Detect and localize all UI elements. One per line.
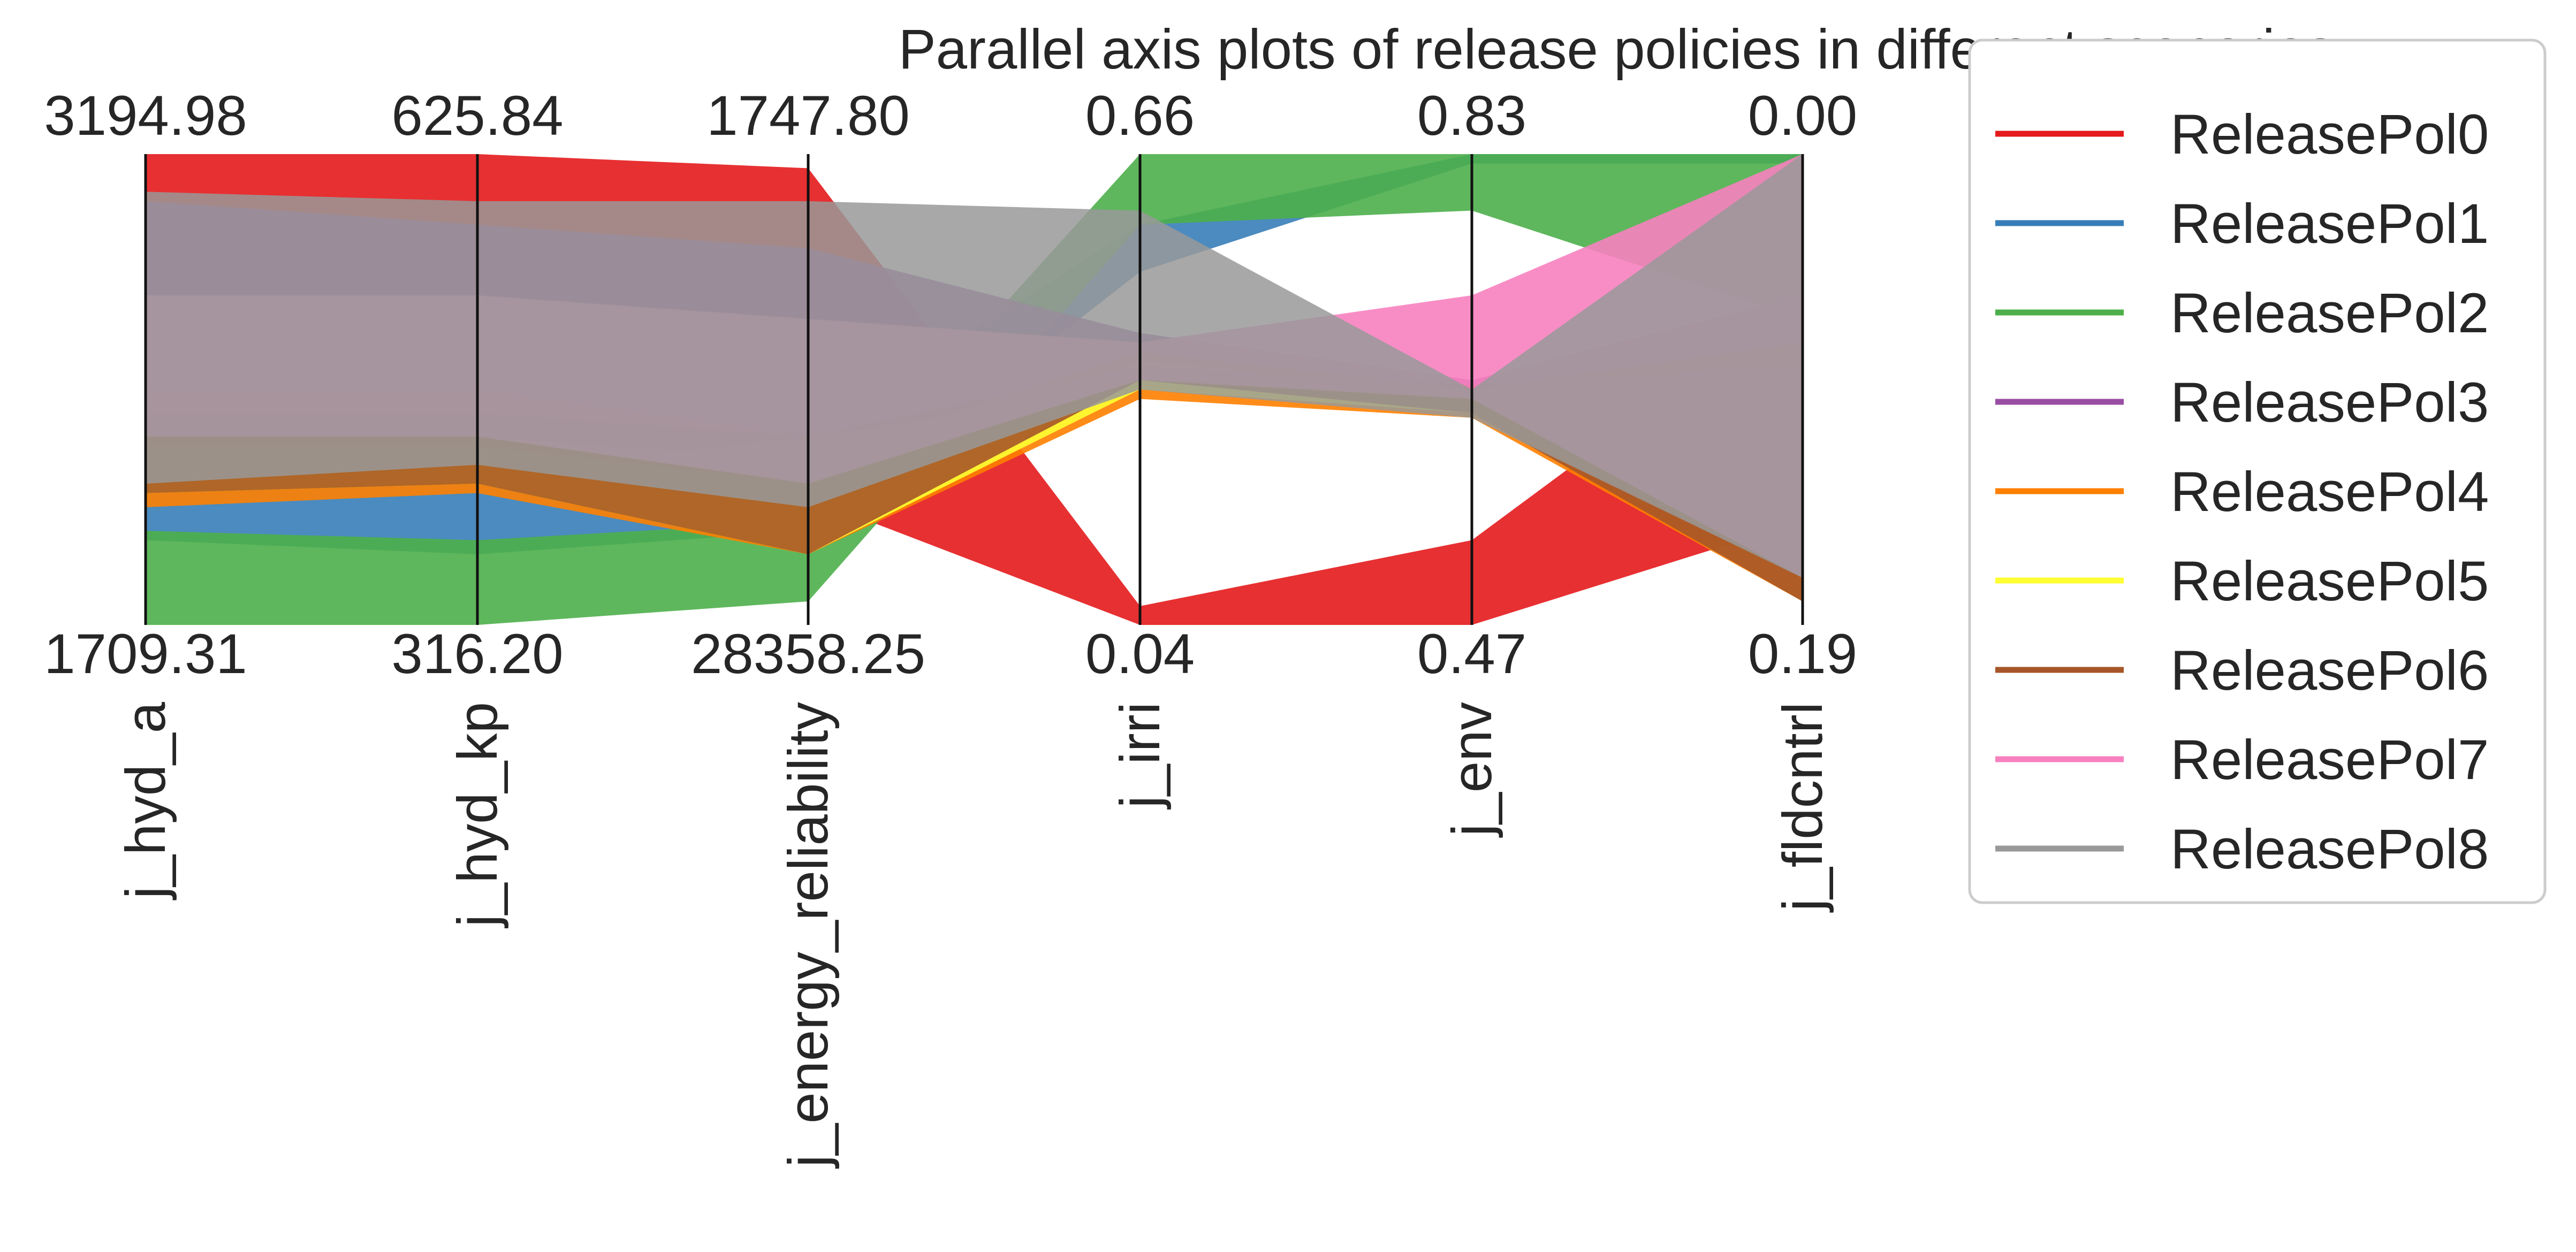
axis-bottom-label: 0.19 [1748,623,1857,685]
axis-labels: 3194.98 1709.31 j_hyd_a 625.84 316.20 j_hyd_k… [44,85,1857,1169]
axis-top-label: 0.00 [1748,85,1857,147]
axis-top-label: 3194.98 [44,85,247,147]
legend: ReleasePol0 ReleasePol1 ReleasePol2 Release… [1968,39,2547,904]
series-bands [146,154,1803,625]
legend-label: ReleasePol4 [2170,461,2489,523]
axis-top-label: 0.83 [1417,85,1526,147]
legend-items: ReleasePol0 ReleasePol1 ReleasePol2 Release… [1995,103,2489,881]
legend-label: ReleasePol1 [2170,193,2489,255]
legend-label: ReleasePol8 [2170,818,2489,881]
axis-top-label: 0.66 [1085,85,1195,147]
legend-label: ReleasePol3 [2170,371,2489,434]
axis-name-label: j_hyd_a [115,701,177,900]
axis-top-label: 1747.80 [706,85,910,147]
axis-bottom-label: 28358.25 [691,623,925,685]
axis-bottom-label: 0.47 [1417,623,1526,685]
legend-label: ReleasePol5 [2170,550,2489,613]
axis-bottom-label: 316.20 [391,623,563,685]
legend-label: ReleasePol6 [2170,639,2489,702]
axis-name-label: j_fldcntrl [1772,702,1834,913]
axes [144,154,1804,625]
axis-name-label: j_irri [1109,702,1172,810]
series-band-releasepol5 [146,361,1803,578]
legend-frame [1968,39,2547,904]
axis-name-label: j_env [1441,702,1503,838]
axis-bottom-label: 0.04 [1085,623,1195,685]
axis-bottom-label: 1709.31 [44,623,247,685]
legend-label: ReleasePol2 [2170,282,2489,345]
axis-name-label: j_hyd_kp [446,702,509,928]
axis-top-label: 625.84 [391,85,563,147]
series-band-releasepol8 [146,154,1803,578]
legend-label: ReleasePol0 [2170,103,2489,166]
axis-name-label: j_energy_reliability [777,702,840,1169]
legend-label: ReleasePol7 [2170,729,2489,791]
